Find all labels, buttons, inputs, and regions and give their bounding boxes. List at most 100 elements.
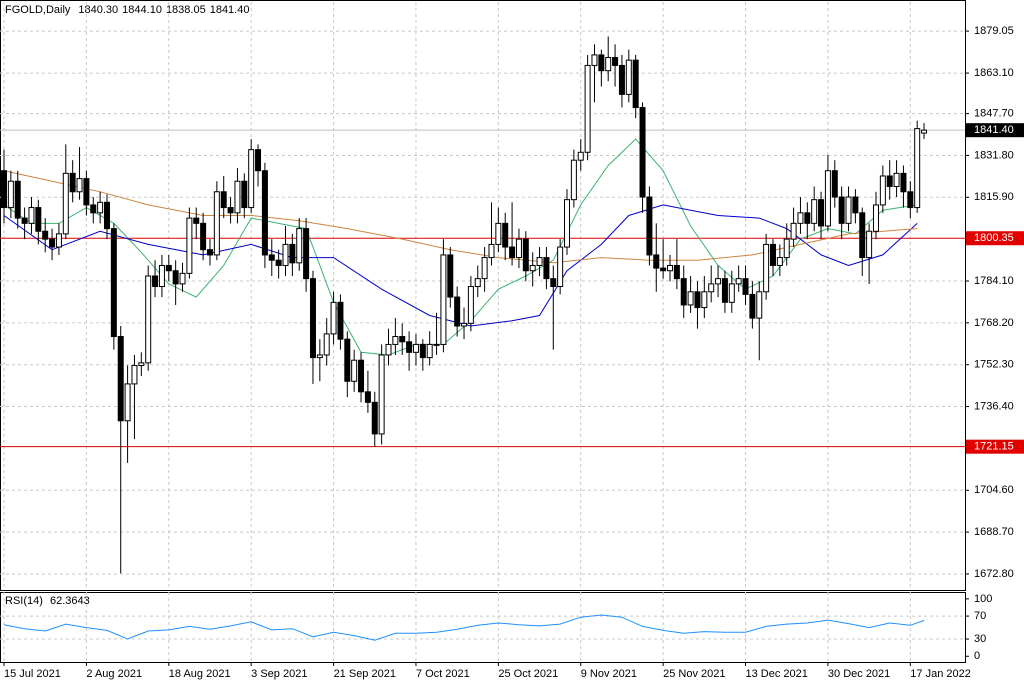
candle-body xyxy=(797,212,804,224)
candle-body xyxy=(7,180,14,209)
candle-body xyxy=(145,275,152,364)
candle-body xyxy=(248,149,255,209)
candle-body xyxy=(769,243,776,266)
candle-body xyxy=(728,283,735,303)
candle-body xyxy=(612,57,619,66)
candle-body xyxy=(811,199,818,224)
candle-body xyxy=(14,180,21,219)
candle-body xyxy=(200,222,207,251)
candle-body xyxy=(426,343,433,359)
y-tick-label: 1863.10 xyxy=(974,67,1014,79)
candle-body xyxy=(28,207,35,224)
level-label: 1721.15 xyxy=(974,441,1014,453)
candle-body xyxy=(206,249,213,256)
price-panel xyxy=(0,0,966,591)
x-tick-label: 15 Jul 2021 xyxy=(4,668,61,680)
candle-body xyxy=(550,278,557,288)
candle-body xyxy=(715,278,722,285)
candle-body xyxy=(591,54,598,66)
candle-body xyxy=(138,362,145,366)
rsi-tick-label: 30 xyxy=(974,633,986,645)
candle-body xyxy=(605,57,612,72)
rsi-name: RSI(14) xyxy=(5,595,43,607)
candle-body xyxy=(255,149,262,172)
candle-body xyxy=(495,222,502,245)
candle-body xyxy=(83,178,90,206)
x-tick-label: 25 Oct 2021 xyxy=(498,668,558,680)
candle-body xyxy=(543,257,550,280)
candle-body xyxy=(330,301,337,335)
candle-body xyxy=(584,64,591,153)
candle-body xyxy=(227,207,234,214)
candle-body xyxy=(316,354,323,359)
candle-body xyxy=(433,343,440,346)
candle-body xyxy=(852,196,859,214)
candle-body xyxy=(536,257,543,266)
candle-body xyxy=(165,264,172,272)
candle-body xyxy=(152,275,159,288)
candle-body xyxy=(213,191,220,256)
candle-body xyxy=(872,204,879,232)
candle-body xyxy=(268,254,275,261)
y-tick-label: 1847.70 xyxy=(974,108,1014,120)
y-tick-label: 1736.40 xyxy=(974,400,1014,412)
candle-body xyxy=(131,364,138,385)
candle-body xyxy=(76,178,83,193)
candle-body xyxy=(515,238,522,259)
candle-body xyxy=(598,54,605,72)
x-tick-label: 25 Nov 2021 xyxy=(663,668,725,680)
rsi-value: 62.3643 xyxy=(50,595,90,607)
candle-body xyxy=(419,343,426,359)
candle-body xyxy=(859,212,866,259)
candle-body xyxy=(673,264,680,280)
candle-body xyxy=(646,196,653,256)
x-tick-label: 18 Aug 2021 xyxy=(169,668,231,680)
x-tick-label: 7 Oct 2021 xyxy=(416,668,470,680)
y-tick-label: 1815.90 xyxy=(974,191,1014,203)
candle-body xyxy=(680,278,687,306)
x-tick-label: 9 Nov 2021 xyxy=(581,668,637,680)
candle-body xyxy=(337,301,344,340)
candle-body xyxy=(763,243,770,293)
y-tick-label: 1688.70 xyxy=(974,526,1014,538)
candle-body xyxy=(21,217,28,224)
candle-body xyxy=(660,267,667,272)
candle-body xyxy=(90,204,97,214)
candle-body xyxy=(564,199,571,248)
candle-body xyxy=(117,336,124,422)
candle-body xyxy=(447,254,454,298)
candle-body xyxy=(344,338,351,382)
level-box xyxy=(966,439,1024,454)
candle-body xyxy=(570,159,577,201)
candle-body xyxy=(158,264,165,288)
candle-body xyxy=(358,359,365,393)
x-tick-label: 17 Jan 2022 xyxy=(910,668,971,680)
candle-body xyxy=(378,354,385,435)
candle-body xyxy=(529,264,536,272)
x-tick-label: 30 Dec 2021 xyxy=(828,668,890,680)
candle-body xyxy=(467,286,474,324)
candle-body xyxy=(275,259,282,266)
x-tick-label: 2 Aug 2021 xyxy=(86,668,142,680)
candle-body xyxy=(735,278,742,285)
candle-body xyxy=(866,230,873,259)
candle-body xyxy=(440,254,447,345)
candle-body xyxy=(49,238,56,248)
symbol: FGOLD,Daily xyxy=(5,4,71,16)
rsi-tick-label: 100 xyxy=(974,593,992,605)
level-box xyxy=(966,123,1024,138)
candle-body xyxy=(282,243,289,266)
candle-body xyxy=(914,128,921,209)
candle-body xyxy=(907,191,914,209)
candle-body xyxy=(687,291,694,306)
y-tick-label: 1879.05 xyxy=(974,25,1014,37)
y-tick-label: 1672.80 xyxy=(974,568,1014,580)
candle-body xyxy=(261,170,268,256)
candle-body xyxy=(509,246,516,259)
candle-body xyxy=(172,270,179,285)
candle-body xyxy=(351,359,358,382)
candle-body xyxy=(323,333,330,356)
candle-body xyxy=(742,278,749,295)
candle-body xyxy=(783,238,790,259)
